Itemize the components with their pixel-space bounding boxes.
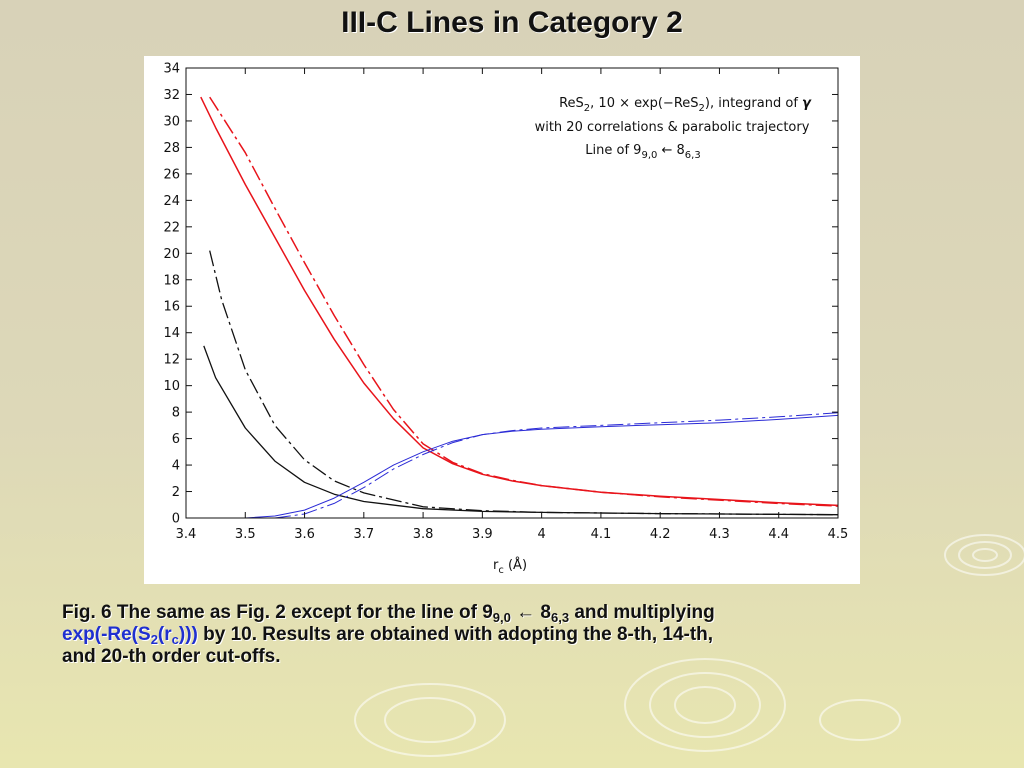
x-tick-label: 3.5 xyxy=(235,527,256,542)
x-axis-label: rc (Å) xyxy=(493,557,527,576)
legend-line-2: with 20 correlations & parabolic traject… xyxy=(535,120,810,135)
x-tick-label: 3.4 xyxy=(176,527,197,542)
x-tick-label: 4.4 xyxy=(768,527,789,542)
y-tick-label: 26 xyxy=(163,167,180,182)
y-tick-label: 32 xyxy=(163,88,180,103)
line-chart: 3.4 3.5 3.6 3.7 3.8 3.9 4 4.1 4.2 4.3 4.4 4.5024681… xyxy=(163,62,848,577)
x-tick-label: 3.8 xyxy=(413,527,434,542)
y-tick-label: 34 xyxy=(163,62,180,77)
y-tick-label: 22 xyxy=(163,220,180,235)
ticks-layer: 3.4 3.5 3.6 3.7 3.8 3.9 4 4.1 4.2 4.3 4.4 4.5024681… xyxy=(163,62,848,543)
x-tick-label: 4.5 xyxy=(828,527,849,542)
series-line-red-solid xyxy=(200,96,839,507)
y-tick-label: 24 xyxy=(163,194,180,209)
y-tick-label: 10 xyxy=(163,379,180,394)
y-tick-label: 16 xyxy=(163,300,180,315)
y-tick-label: 4 xyxy=(172,459,180,474)
plot-frame xyxy=(185,67,839,519)
figure-caption: Fig. 6 The same as Fig. 2 except for the… xyxy=(62,602,715,667)
x-tick-label: 4.1 xyxy=(591,527,612,542)
chart-panel: 3.4 3.5 3.6 3.7 3.8 3.9 4 4.1 4.2 4.3 4.4 4.5 0 2 4 6 8 1… xyxy=(144,56,860,584)
y-tick-label: 6 xyxy=(172,432,180,447)
x-tick-label: 3.6 xyxy=(294,527,315,542)
x-tick-label: 4.2 xyxy=(650,527,671,542)
y-tick-label: 18 xyxy=(163,273,180,288)
y-tick-label: 12 xyxy=(163,353,180,368)
x-tick-label: 3.7 xyxy=(353,527,374,542)
x-tick-label: 3.9 xyxy=(472,527,493,542)
y-tick-label: 2 xyxy=(172,485,180,500)
series-line-blue-solid xyxy=(245,414,839,519)
series-line-black-dashdot xyxy=(209,250,839,516)
y-tick-label: 30 xyxy=(163,114,180,129)
series-line-blue-dashdot xyxy=(274,412,839,519)
y-tick-label: 14 xyxy=(163,326,180,341)
y-tick-label: 28 xyxy=(163,141,180,156)
legend-line-3: Line of 99,0 ← 86,3 xyxy=(585,143,700,161)
y-tick-label: 8 xyxy=(172,406,180,421)
series-layer xyxy=(200,96,839,519)
y-tick-label: 0 xyxy=(172,512,180,527)
series-line-red-dashdot xyxy=(209,96,839,507)
legend-line-1: ReS2, 10 × exp(−ReS2), integrand of γ xyxy=(559,96,812,114)
chart-legend: ReS2, 10 × exp(−ReS2), integrand of γ wi… xyxy=(535,96,812,161)
slide-title: III-C Lines in Category 2 xyxy=(341,6,683,39)
x-tick-label: 4.3 xyxy=(709,527,730,542)
y-tick-label: 20 xyxy=(163,247,180,262)
x-tick-label: 4 xyxy=(537,527,545,542)
caption-highlight: exp(-Re(S2(rc))) xyxy=(62,624,198,647)
